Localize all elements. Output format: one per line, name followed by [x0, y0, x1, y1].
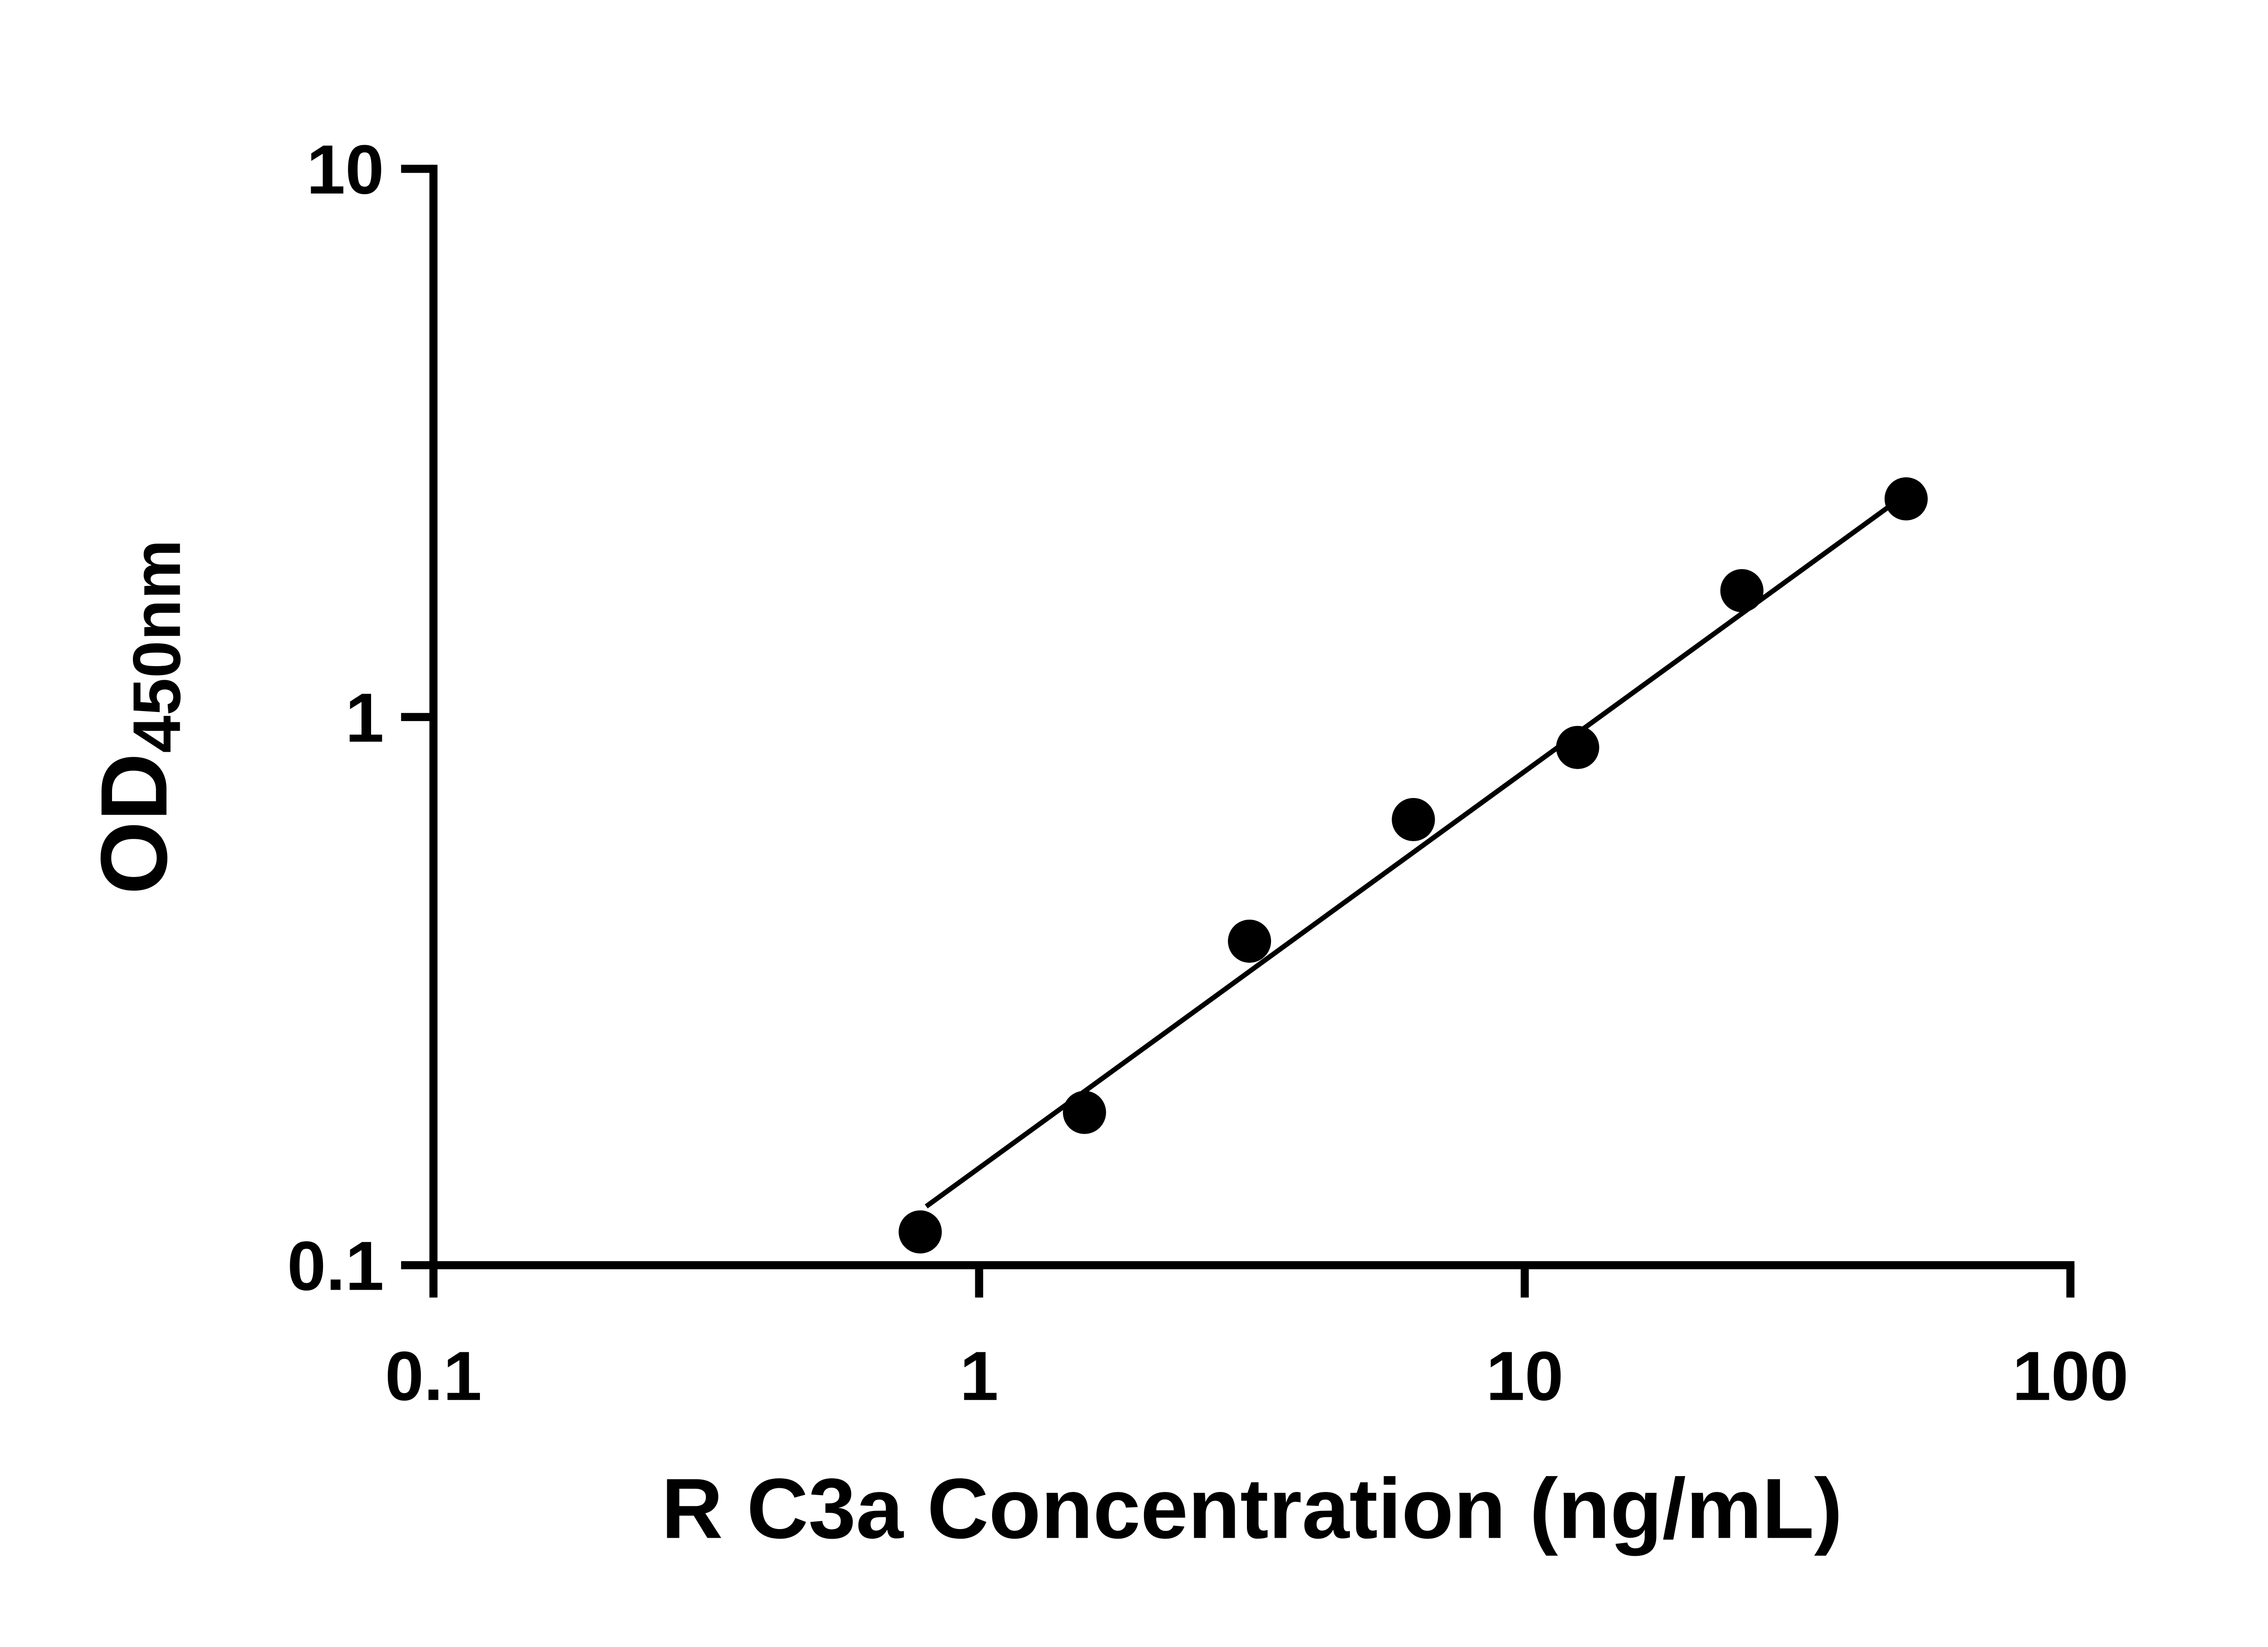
y-tick-label: 10	[307, 131, 384, 209]
x-tick-label: 0.1	[385, 1337, 482, 1415]
data-point	[1228, 920, 1271, 963]
data-point	[1063, 1091, 1106, 1134]
standard-curve-chart: 0.1 1 10 100 0.1 1 10 R C3a Concentration (ng/m…	[18, 7, 2268, 1640]
data-point	[1392, 798, 1435, 841]
elisa-standard-curve-figure: 0.1 1 10 100 0.1 1 10 R C3a Concentration (ng/m…	[18, 7, 2268, 1640]
data-point	[899, 1210, 942, 1253]
x-axis-title: R C3a Concentration (ng/mL)	[661, 1461, 1843, 1556]
x-tick-label: 100	[2012, 1337, 2128, 1415]
data-point	[1556, 726, 1599, 769]
chart-background	[18, 15, 2268, 1632]
x-tick-label: 1	[960, 1337, 998, 1415]
x-tick-label: 10	[1486, 1337, 1564, 1415]
data-point	[1885, 478, 1928, 521]
y-tick-label: 0.1	[287, 1227, 384, 1305]
data-point	[1721, 569, 1764, 612]
y-tick-label: 1	[345, 679, 384, 757]
